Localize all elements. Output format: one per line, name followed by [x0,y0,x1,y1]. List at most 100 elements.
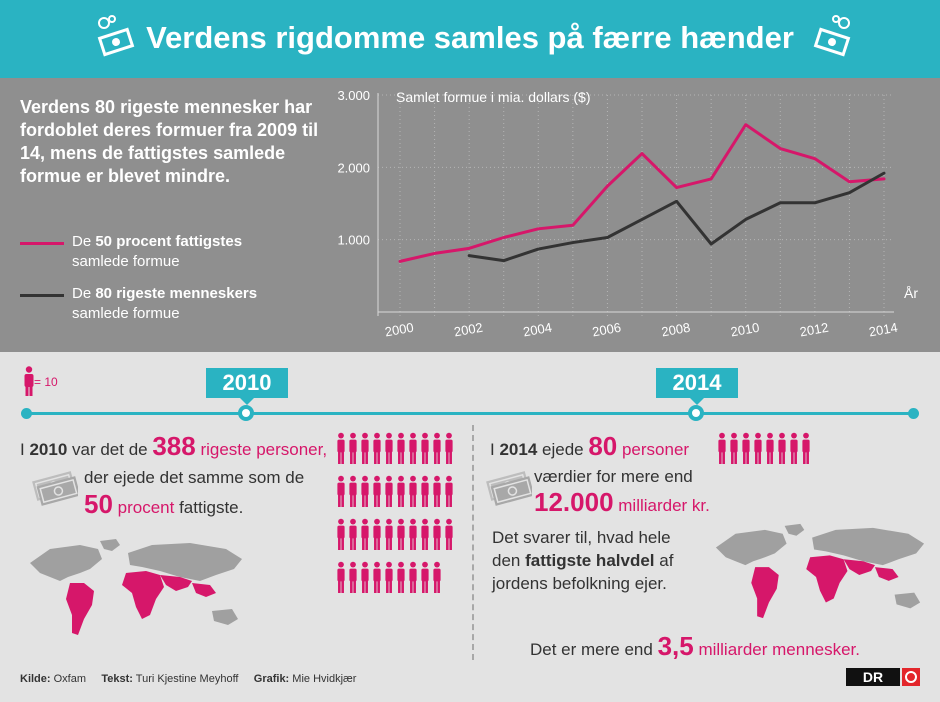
person-icon [433,518,441,550]
x-tick-label: 2008 [660,320,691,340]
person-icon [337,518,345,550]
text-2010-line1: I 2010 var det de 388 rigeste personer, [20,433,328,460]
person-key-label: = 10 [34,375,58,389]
person-icon [718,432,726,464]
person-icon [337,475,345,507]
y-axis-label: Samlet formue i mia. dollars ($) [396,89,591,105]
logo-text: DR [863,669,883,685]
y-tick-label: 1.000 [337,233,370,248]
divider [472,425,474,660]
person-icon [349,518,357,550]
series-line-1 [467,171,886,263]
stat-80: 80 [588,431,618,461]
person-icon [349,432,357,464]
people-grid-2010 [337,428,453,597]
legend-rest: samlede formue [72,305,180,322]
person-icon [445,432,453,464]
person-icon [361,518,369,550]
stat-50: 50 [84,489,113,519]
page-title: Verdens rigdomme samles på færre hænder [146,20,794,55]
text-2014-line3: 12.000 milliarder kr. [534,489,710,516]
text-part: milliarder mennesker. [693,640,860,659]
badge-pointer [239,397,255,405]
legend-bold: 80 rigeste menneskers [95,285,258,302]
person-icon [361,432,369,464]
credit-label: Kilde: [20,673,51,685]
text-part: var det de [67,440,153,459]
person-icon [337,432,345,464]
y-tick-label: 2.000 [337,160,370,175]
person-icon [361,561,369,593]
world-map-2014 [715,523,925,619]
person-icon [385,561,393,593]
person-icon [766,432,774,464]
person-icon [409,518,417,550]
person-icon [778,432,786,464]
person-icon [397,475,405,507]
timeline [26,412,914,415]
x-tick-label: 2012 [799,320,830,340]
year-text: 2014 [499,440,538,459]
person-key-icon [24,366,34,396]
credit-value: Turi Kjestine Meyhoff [135,673,239,685]
text-2014-para2: den fattigste halvdel af [492,551,673,571]
person-icon [790,432,798,464]
person-icon [754,432,762,464]
legend-bold: 50 procent fattigstes [95,233,243,250]
header-bar: Verdens rigdomme samles på færre hænder [0,0,940,78]
text-part: personer [617,440,690,459]
person-icon [433,432,441,464]
person-icon [385,432,393,464]
legend-swatch [20,294,64,297]
x-tick-label: 2004 [522,320,553,340]
legend-prefix: De [72,233,96,250]
chart-ticks: 1.000 2.000 3.000 2000 2002 2004 2006 2008 2010 2… [337,88,898,339]
person-icon [373,475,381,507]
text-final: Det er mere end 3,5 milliarder mennesker… [530,633,860,660]
line-chart: 1.000 2.000 3.000 2000 2002 2004 2006 2008 2010 2… [337,88,918,339]
credit-value: Oxfam [53,673,87,685]
credit-label: Tekst: [101,673,133,685]
text-part: Det er mere end [530,640,658,659]
intro-text: Verdens 80 rigeste mennesker har fordobl… [20,97,319,186]
stat-3-5: 3,5 [657,631,694,661]
person-icon [409,432,417,464]
person-icon [337,561,345,593]
text-part: rigeste personer, [195,440,328,459]
text-2014-para3: jordens befolkning ejer. [492,574,667,593]
legend-prefix: De [72,285,96,302]
dr-logo: DR [846,668,920,686]
legend-item-richest: De 80 rigeste menneskers samlede formue [20,284,330,324]
person-icon [373,561,381,593]
person-icon [445,475,453,507]
stat-12000: 12.000 [534,487,614,517]
credit-label: Grafik: [253,673,290,685]
chart-series [398,123,886,263]
timeline-end-dot [908,408,919,419]
stat-388: 388 [152,431,196,461]
person-icon [433,475,441,507]
person-icon [385,518,393,550]
person-icon [421,475,429,507]
money-stack-icon [486,471,532,506]
timeline-marker-2010 [238,405,254,421]
person-icon [385,475,393,507]
people-grid-2014 [718,428,810,468]
y-tick-label: 3.000 [337,88,370,103]
person-icon [349,475,357,507]
x-tick-label: 2000 [384,320,415,340]
text-2014-line1: I 2014 ejede 80 personer [490,433,690,460]
badge-pointer [689,397,705,405]
person-icon [373,432,381,464]
text-part: procent [112,498,175,517]
text-2014-para1: Det svarer til, hvad hele [492,528,671,547]
person-icon [421,518,429,550]
legend-item-poorest: De 50 procent fattigstes samlede formue [20,232,330,272]
x-tick-label: 2006 [591,320,622,340]
text-bold: fattigste halvdel [525,551,655,570]
money-icon [97,15,135,57]
money-stack-icon [32,471,78,506]
person-icon [397,561,405,593]
person-icon [361,475,369,507]
series-line-0 [398,123,886,263]
